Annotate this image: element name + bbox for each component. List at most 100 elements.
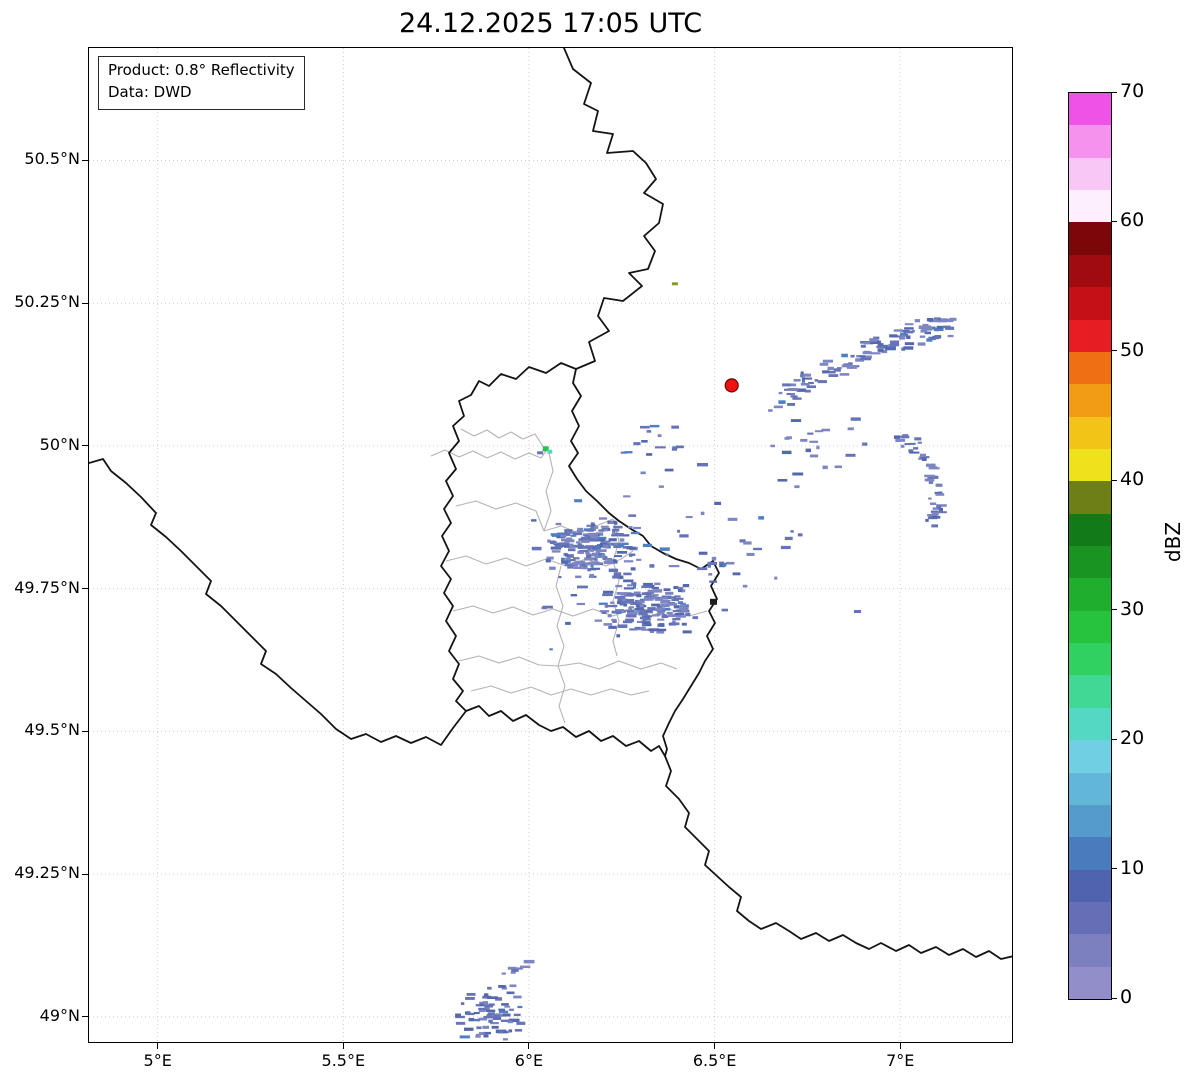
radar-echo xyxy=(651,586,659,589)
radar-echo xyxy=(571,562,583,565)
radar-echo xyxy=(932,507,940,510)
radar-echo xyxy=(495,1013,500,1017)
radar-echo xyxy=(626,599,635,603)
radar-echo xyxy=(934,336,940,340)
national-border xyxy=(88,458,467,746)
map-plot-area: Product: 0.8° Reflectivity Data: DWD xyxy=(88,47,1015,1043)
radar-echo xyxy=(859,355,866,358)
radar-echo xyxy=(786,393,795,395)
radar-echo xyxy=(590,526,595,529)
radar-echo xyxy=(606,604,618,608)
colorbar-segment xyxy=(1069,448,1111,482)
radar-echo xyxy=(502,1038,508,1041)
radar-echo xyxy=(513,995,522,999)
radar-echo xyxy=(579,550,588,553)
radar-echo xyxy=(567,566,574,569)
radar-echo xyxy=(598,529,605,532)
radar-echo xyxy=(657,618,665,621)
radar-echo xyxy=(827,366,834,371)
radar-echo xyxy=(682,584,690,588)
radar-echo xyxy=(665,591,674,595)
y-axis-tick-label: 49.5°N xyxy=(24,720,80,740)
radar-echo xyxy=(498,985,506,988)
radar-echo xyxy=(637,609,642,613)
radar-echo xyxy=(660,603,670,608)
radar-echo xyxy=(848,362,853,365)
radar-echo xyxy=(564,539,575,543)
radar-echo xyxy=(614,595,626,599)
radar-echo xyxy=(802,373,811,377)
radar-echo xyxy=(666,611,673,615)
radar-echo xyxy=(924,478,935,482)
colorbar-segment xyxy=(1069,642,1111,676)
radar-echo xyxy=(934,491,939,494)
radar-echo xyxy=(611,610,618,614)
district-border xyxy=(458,655,678,670)
radar-echo xyxy=(742,584,748,588)
radar-echo xyxy=(719,563,726,568)
radar-echo xyxy=(906,335,911,339)
radar-echo xyxy=(549,648,553,651)
radar-echo xyxy=(933,317,941,321)
radar-echo xyxy=(554,544,563,548)
radar-echo xyxy=(484,1004,493,1008)
radar-echo xyxy=(573,557,580,560)
radar-echo xyxy=(657,611,662,615)
radar-echo xyxy=(677,601,683,605)
radar-echo xyxy=(636,593,642,598)
radar-echo xyxy=(639,598,645,602)
radar-echo xyxy=(478,1007,487,1010)
radar-echo xyxy=(663,588,671,591)
radar-echo xyxy=(581,536,586,541)
radar-echo xyxy=(654,446,666,449)
radar-echo xyxy=(834,465,842,469)
x-axis-tick-label: 6.5°E xyxy=(692,1051,737,1070)
radar-echo xyxy=(625,614,636,618)
colorbar-tick-mark xyxy=(1111,738,1117,740)
radar-echo xyxy=(945,326,955,330)
radar-echo xyxy=(579,563,588,567)
radar-echo xyxy=(719,561,725,565)
radar-echo xyxy=(611,618,616,622)
radar-echo xyxy=(641,622,646,627)
radar-echo xyxy=(466,1012,475,1016)
y-axis-tick-label: 50.25°N xyxy=(14,292,80,312)
radar-echo xyxy=(877,343,884,347)
colorbar-tick-label: 70 xyxy=(1120,80,1145,102)
radar-echo xyxy=(553,542,563,546)
radar-echo xyxy=(672,446,678,449)
radar-echo xyxy=(469,1018,480,1022)
radar-echo xyxy=(482,1031,491,1035)
y-axis-tick-label: 49.75°N xyxy=(14,577,80,597)
radar-echo xyxy=(643,623,652,627)
radar-echo xyxy=(792,397,802,400)
x-axis-tick-mark xyxy=(899,1043,901,1049)
radar-echo xyxy=(623,587,634,590)
radar-echo xyxy=(807,432,814,435)
radar-echo xyxy=(936,325,943,329)
radar-echo xyxy=(869,338,877,342)
radar-echo xyxy=(931,524,938,528)
radar-echo xyxy=(787,403,795,406)
radar-echo xyxy=(656,597,660,601)
radar-echo xyxy=(887,345,896,349)
radar-echo xyxy=(870,352,881,355)
radar-echo xyxy=(603,543,610,546)
radar-echo xyxy=(671,448,677,451)
y-axis-tick-mark xyxy=(82,159,88,161)
radar-echo xyxy=(790,530,794,533)
radar-echo xyxy=(455,1013,461,1017)
annotation-source-line: Data: DWD xyxy=(108,82,192,101)
radar-echo xyxy=(478,1008,486,1013)
national-border xyxy=(568,368,720,757)
radar-echo xyxy=(620,601,627,604)
radar-echo xyxy=(598,552,602,557)
radar-echo xyxy=(673,586,679,589)
radar-echo xyxy=(778,391,783,395)
radar-echo xyxy=(778,400,786,404)
annotation-product-line: Product: 0.8° Reflectivity xyxy=(108,61,295,79)
district-border xyxy=(470,685,650,696)
colorbar-tick-mark xyxy=(1111,91,1117,93)
radar-echo xyxy=(576,602,585,606)
radar-echo xyxy=(679,606,689,610)
